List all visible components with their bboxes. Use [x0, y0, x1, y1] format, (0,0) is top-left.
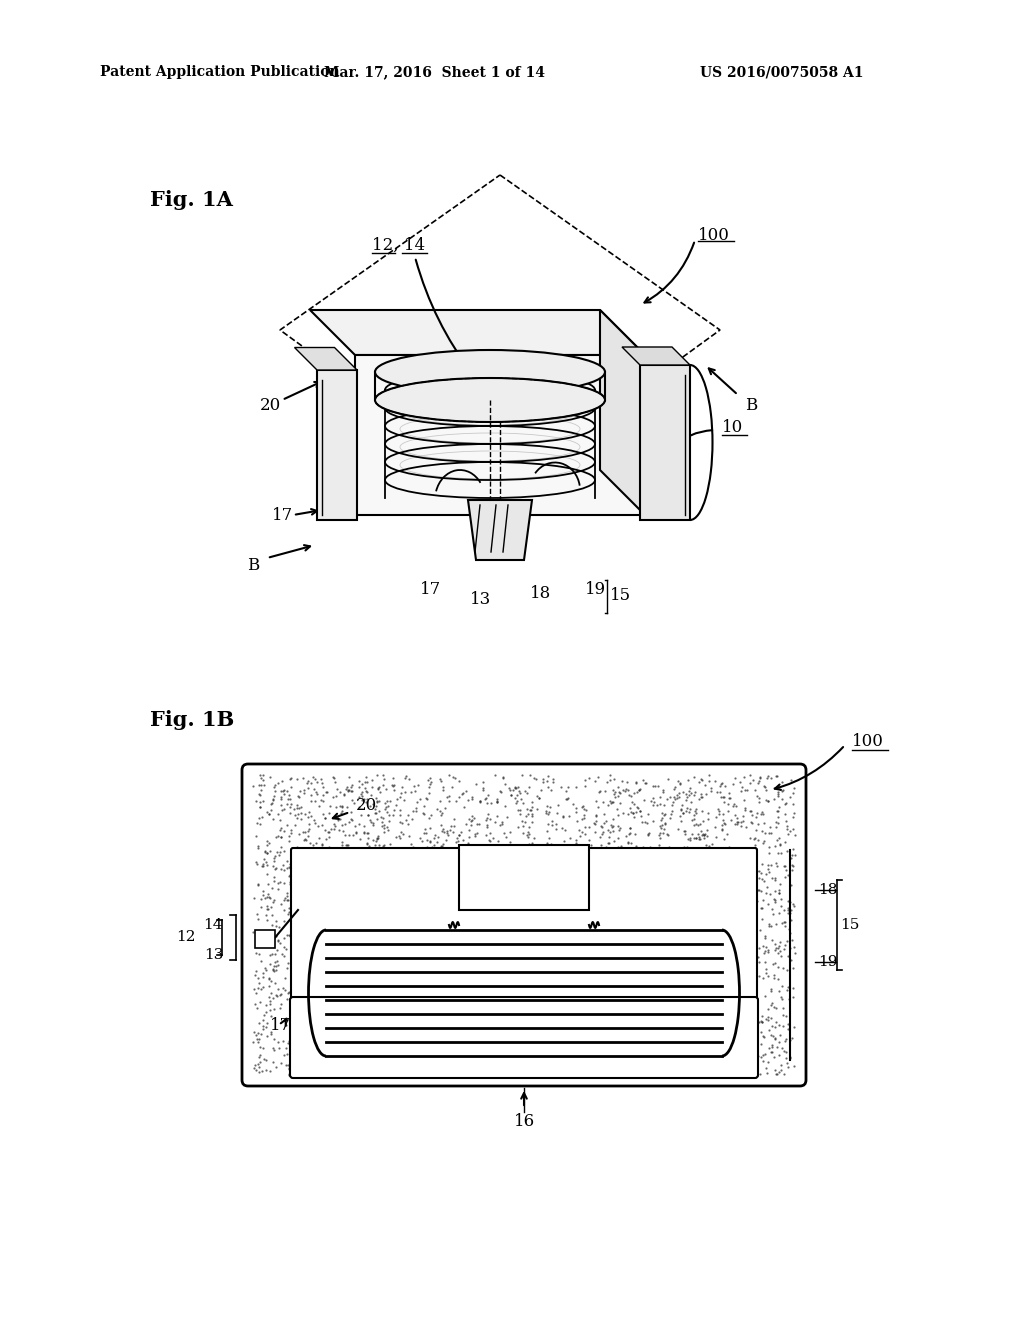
Text: 13: 13 [204, 948, 223, 962]
Polygon shape [310, 310, 645, 355]
FancyBboxPatch shape [291, 847, 757, 1063]
Bar [255, 931, 275, 948]
Text: 18: 18 [818, 883, 838, 898]
Text: 17: 17 [270, 1016, 291, 1034]
Text: 12, 14: 12, 14 [372, 236, 425, 253]
Text: 20: 20 [356, 796, 377, 813]
Text: 100: 100 [852, 734, 884, 751]
Text: 17: 17 [272, 507, 293, 524]
Polygon shape [295, 347, 357, 370]
Text: US 2016/0075058 A1: US 2016/0075058 A1 [700, 65, 863, 79]
Polygon shape [317, 370, 357, 520]
Text: 10: 10 [722, 420, 743, 437]
Polygon shape [600, 310, 645, 515]
FancyBboxPatch shape [290, 997, 758, 1078]
Polygon shape [355, 355, 645, 515]
Text: 13: 13 [470, 591, 492, 609]
Bar [459, 845, 589, 909]
Text: 15: 15 [610, 586, 631, 603]
Text: Patent Application Publication: Patent Application Publication [100, 65, 340, 79]
Ellipse shape [375, 378, 605, 422]
Text: Mar. 17, 2016  Sheet 1 of 14: Mar. 17, 2016 Sheet 1 of 14 [325, 65, 546, 79]
Polygon shape [468, 500, 532, 560]
Text: 18: 18 [530, 585, 551, 602]
Text: 14: 14 [204, 917, 223, 932]
Polygon shape [622, 347, 690, 366]
Ellipse shape [375, 350, 605, 393]
Text: 12: 12 [176, 931, 196, 944]
Text: 16: 16 [513, 1114, 535, 1130]
Text: 19: 19 [818, 954, 838, 969]
Text: 20: 20 [260, 396, 282, 413]
Text: B: B [745, 396, 758, 413]
Text: 100: 100 [698, 227, 730, 243]
Text: 15: 15 [840, 917, 859, 932]
Text: Fig. 1B: Fig. 1B [150, 710, 234, 730]
Text: B: B [247, 557, 259, 573]
Text: Fig. 1A: Fig. 1A [150, 190, 232, 210]
Text: 19: 19 [585, 582, 606, 598]
FancyBboxPatch shape [242, 764, 806, 1086]
Polygon shape [640, 366, 690, 520]
Text: 17: 17 [420, 582, 441, 598]
